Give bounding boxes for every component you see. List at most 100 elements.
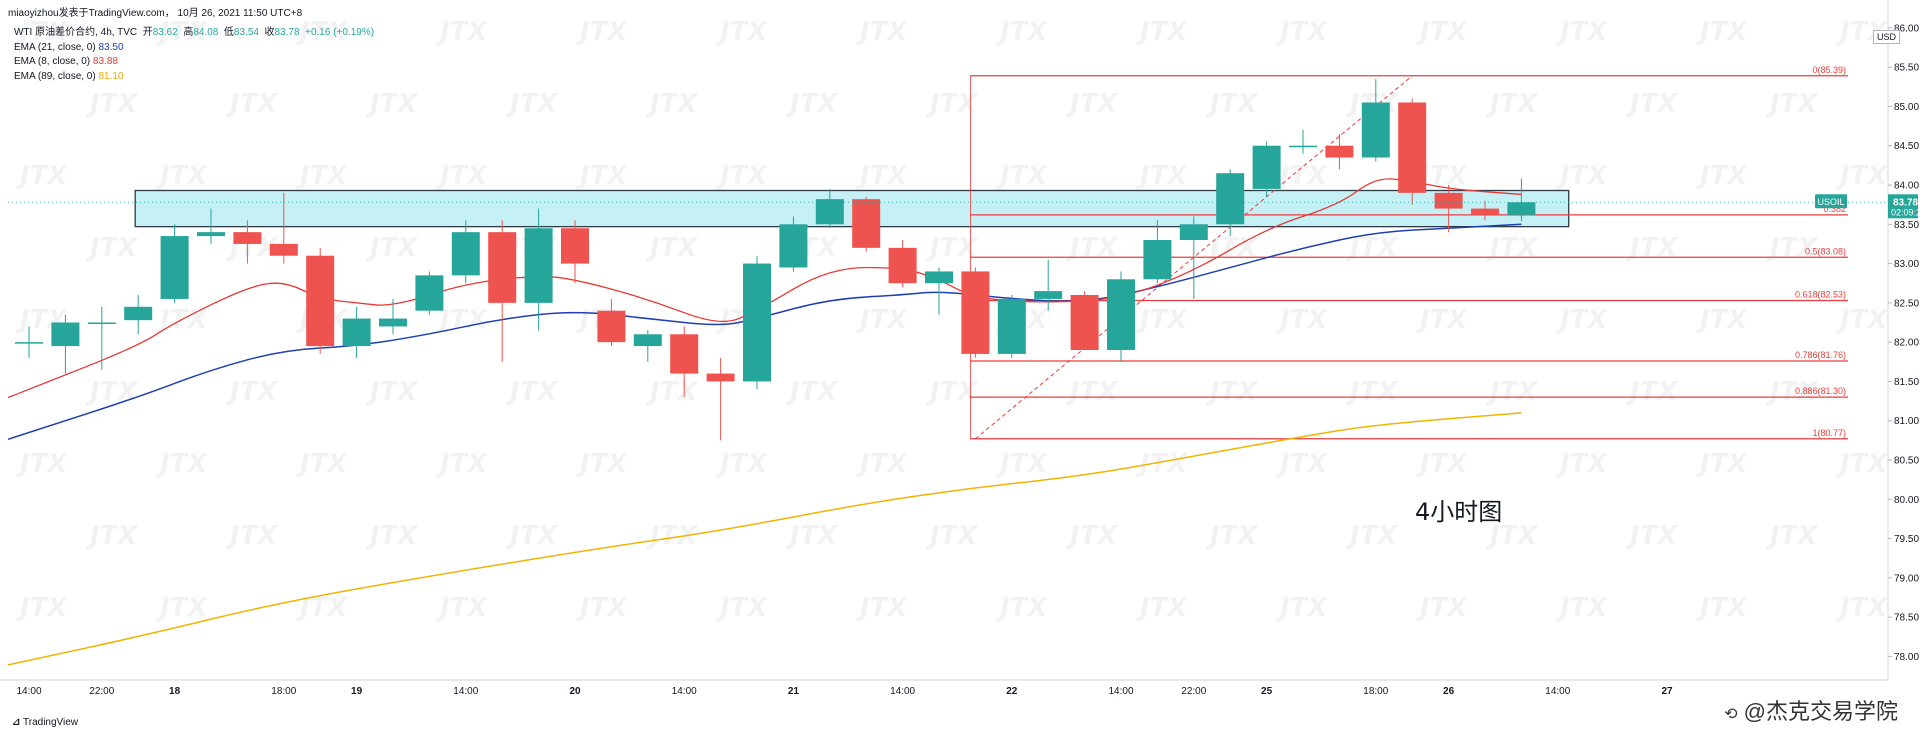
candle-body [633,334,662,347]
candle-body [269,243,298,256]
watermark-text: JTX [435,449,489,479]
watermark-text: JTX [155,17,209,47]
watermark-text: JTX [1485,89,1539,119]
fib-level-label: 0.618(82.53) [1795,290,1846,300]
candle-body [15,342,43,344]
watermark-text: JTX [295,161,349,191]
watermark-text: JTX [1135,593,1189,623]
watermark-text: JTX [1485,233,1539,263]
candle-body [1143,240,1172,280]
price-tick-label: 85.50 [1894,63,1919,74]
candle-body [925,271,953,284]
candle-body [1361,102,1390,158]
watermark-text: JTX [995,161,1049,191]
watermark-text: JTX [1275,449,1329,479]
tv-logo-text: TradingView [23,717,79,728]
time-tick-label: 19 [351,686,363,697]
watermark-text: JTX [1835,161,1889,191]
fib-level-label: 0.786(81.76) [1795,350,1846,360]
ema8-value: 83.88 [92,56,118,67]
watermark-text: JTX [1555,305,1609,335]
watermark-text: JTX [505,521,559,551]
ema21-row: EMA (21, close, 0) 83.50 [14,41,374,56]
timeframe-annotation: 4小时图 [1415,498,1502,526]
candle-body [1289,145,1317,148]
watermark-text: JTX [855,17,909,47]
currency-badge[interactable]: USD [1872,30,1900,44]
time-tick-label: 18:00 [1363,686,1388,697]
watermark-text: JTX [15,17,69,47]
time-tick-label: 22:00 [1181,686,1206,697]
watermark-text: JTX [435,161,489,191]
watermark-text: JTX [365,377,419,407]
watermark-text: JTX [1065,377,1119,407]
watermark-text: JTX [435,593,489,623]
tv-logo-icon: ⊿ [12,717,21,728]
candle-body [1471,208,1499,215]
price-tick-label: 82.50 [1894,298,1919,309]
watermark-text: JTX [225,377,279,407]
watermark-text: JTX [1275,17,1329,47]
watermark-text: JTX [295,449,349,479]
watermark-text: JTX [1135,449,1189,479]
candle-body [961,271,990,354]
watermark-text: JTX [1275,161,1329,191]
price-tick-label: 80.00 [1894,495,1919,506]
tradingview-logo[interactable]: ⊿ TradingView [12,717,78,728]
watermark-text: JTX [1205,377,1259,407]
candle-body [743,263,771,382]
watermark-text: JTX [925,89,979,119]
price-tick-label: 81.50 [1894,377,1919,388]
price-tick-label: 83.50 [1894,220,1919,231]
close-value: 83.78 [274,27,300,38]
candle-body [233,232,262,244]
resistance-zone[interactable] [134,189,1570,228]
watermark-text: JTX [155,593,209,623]
candle-body [597,310,626,343]
watermark-text: JTX [1555,449,1609,479]
fib-level-label: 0(85.39) [1812,65,1846,75]
watermark-text: JTX [365,89,419,119]
price-tick-label: 78.00 [1894,652,1919,663]
watermark-text: JTX [295,593,349,623]
time-tick-label: 14:00 [453,686,478,697]
price-tick-label: 84.00 [1894,181,1919,192]
watermark-text: JTX [715,161,769,191]
price-tick-label: 82.00 [1894,338,1919,349]
watermark-text: JTX [855,161,909,191]
watermark-text: JTX [1415,305,1469,335]
watermark-text: JTX [1135,17,1189,47]
ema21-value: 83.50 [98,41,124,53]
low-label: 低 [223,27,234,38]
candle-body [306,255,335,347]
watermark-text: JTX [785,89,839,119]
ema21-line [7,223,1522,441]
watermark-text: JTX [435,305,489,335]
fib-level-label: 1(80.77) [1812,428,1846,438]
candle-body [888,247,917,284]
watermark-text: JTX [1625,377,1679,407]
close-label: 收 [264,27,275,38]
candle-body [706,373,735,382]
fib-level-label: 0.382 [1823,204,1846,214]
watermark-text: JTX [925,377,979,407]
watermark-text: JTX [1345,233,1399,263]
watermark-text: JTX [365,233,419,263]
candle-body [1034,291,1063,299]
candle-body [51,322,80,347]
price-tag-value: 83.78 [1893,197,1918,208]
time-tick-label: 22 [1006,686,1018,697]
candle-body [852,199,881,248]
watermark-text: JTX [1625,233,1679,263]
watermark-text: JTX [925,233,979,263]
ema21-label: EMA (21, close, 0) [14,41,96,53]
watermark-text: JTX [85,89,139,119]
watermark-text: JTX [995,449,1049,479]
watermark-text: JTX [995,593,1049,623]
watermark-text: JTX [1695,305,1749,335]
watermark-text: JTX [1555,17,1609,47]
watermark-text: JTX [645,233,699,263]
candle-body [451,232,480,276]
watermark-text: JTX [1065,89,1119,119]
